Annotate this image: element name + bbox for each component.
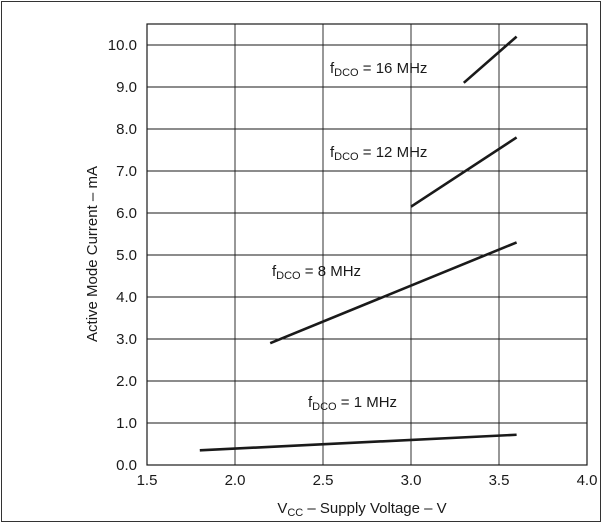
- axis-ticks: 1.5 2.0 2.5 3.0 3.5 4.0 0.0 1.0 2.0 3.0 4.0 5.0 6.0 7…: [108, 37, 598, 489]
- series-label-sub: DCO: [312, 401, 337, 413]
- y-tick-label: 1.0: [116, 415, 137, 432]
- y-tick-label: 7.0: [116, 163, 137, 180]
- series-label-main: f: [330, 60, 335, 77]
- series-label-1mhz: fDCO = 1 MHz: [308, 394, 397, 413]
- series-label-rest: = 1 MHz: [337, 394, 397, 411]
- x-axis-label-rest: – Supply Voltage – V: [303, 500, 446, 517]
- series-label-12mhz: fDCO = 12 MHz: [330, 144, 427, 163]
- series-line-16mhz: [462, 35, 518, 84]
- y-tick-label: 9.0: [116, 79, 137, 96]
- series-label-main: f: [308, 394, 313, 411]
- series-label-8mhz: fDCO = 8 MHz: [272, 263, 361, 282]
- series-label-sub: DCO: [334, 151, 359, 163]
- series-line-12mhz: [410, 136, 518, 208]
- series-line-1mhz: [199, 433, 517, 452]
- series-label-sub: DCO: [276, 270, 301, 282]
- series-label-rest: = 16 MHz: [359, 60, 428, 77]
- y-tick-label: 3.0: [116, 331, 137, 348]
- gridlines: [147, 24, 587, 465]
- plot-area: [146, 23, 588, 466]
- x-axis-label-sub: CC: [287, 507, 303, 519]
- x-tick-label: 4.0: [577, 472, 598, 489]
- y-axis-label: Active Mode Current – mA: [84, 166, 101, 342]
- x-tick-label: 2.0: [225, 472, 246, 489]
- series-lines: [199, 35, 518, 452]
- x-axis-label: VCC – Supply Voltage – V: [277, 500, 446, 519]
- series-label-rest: = 12 MHz: [359, 144, 428, 161]
- x-tick-label: 3.0: [401, 472, 422, 489]
- series-label-main: f: [272, 263, 277, 280]
- y-tick-label: 8.0: [116, 121, 137, 138]
- x-tick-label: 1.5: [137, 472, 158, 489]
- y-tick-label: 2.0: [116, 373, 137, 390]
- y-tick-label: 5.0: [116, 247, 137, 264]
- x-axis-label-main: V: [277, 500, 287, 517]
- series-label-sub: DCO: [334, 67, 359, 79]
- series-label-16mhz: fDCO = 16 MHz: [330, 60, 427, 79]
- y-tick-label: 4.0: [116, 289, 137, 306]
- series-line-8mhz: [269, 241, 518, 345]
- y-tick-label: 10.0: [108, 37, 137, 54]
- series-label-rest: = 8 MHz: [301, 263, 361, 280]
- series-label-main: f: [330, 144, 335, 161]
- x-tick-label: 2.5: [313, 472, 334, 489]
- y-tick-label: 0.0: [116, 457, 137, 474]
- y-tick-label: 6.0: [116, 205, 137, 222]
- x-tick-label: 3.5: [489, 472, 510, 489]
